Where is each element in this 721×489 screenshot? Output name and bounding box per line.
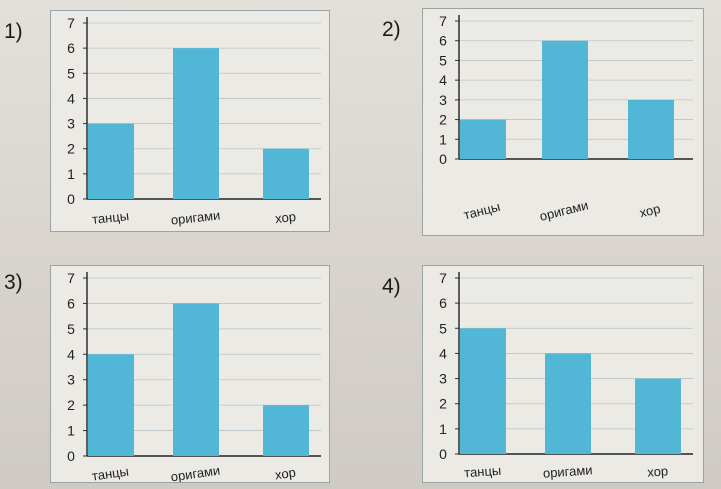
y-tick-label: 6 [67, 40, 75, 56]
y-tick-label: 5 [439, 320, 447, 336]
bar-chart: 0 1 2 3 4 5 6 7 танцы оригами хор [67, 270, 321, 484]
chart-number-label: 4) [382, 275, 401, 298]
y-tick-label: 4 [439, 72, 447, 88]
bar-танцы [460, 119, 506, 159]
category-label: танцы [464, 463, 502, 481]
category-label: хор [638, 201, 662, 221]
y-tick-label: 7 [67, 15, 75, 31]
y-tick-label: 1 [439, 131, 447, 147]
category-label: танцы [462, 199, 502, 223]
y-tick-label: 0 [439, 151, 447, 167]
chart-frame: 0 1 2 3 4 5 6 7 танцы оригами хор [50, 10, 330, 232]
y-tick-label: 1 [67, 423, 75, 439]
y-tick-label: 6 [439, 33, 447, 49]
bar-оригами [545, 353, 591, 454]
category-label: танцы [91, 208, 129, 227]
category-label: оригами [170, 463, 221, 482]
bar-оригами [173, 303, 219, 456]
y-tick-label: 0 [439, 446, 447, 462]
chart-panel-4: 4) 0 1 2 3 4 5 6 7 танцы оригами хор [360, 245, 721, 489]
bar-хор [263, 148, 309, 199]
y-tick-label: 2 [67, 397, 75, 413]
chart-panel-3: 3) 0 1 2 3 4 5 6 7 танцы оригами хор [0, 245, 360, 489]
y-tick-label: 5 [67, 65, 75, 81]
category-label: оригами [538, 197, 590, 224]
chart-frame: 0 1 2 3 4 5 6 7 танцы оригами хор [422, 265, 704, 483]
y-tick-label: 3 [439, 371, 447, 387]
y-tick-label: 2 [67, 141, 75, 157]
y-tick-label: 5 [67, 321, 75, 337]
category-label: хор [274, 465, 297, 482]
chart-panel-1: 1) 0 1 2 3 4 5 6 7 танцы оригами хор [0, 0, 360, 245]
bar-танцы [88, 123, 134, 199]
category-label: хор [274, 209, 296, 226]
bar-chart: 0 1 2 3 4 5 6 7 танцы оригами хор [439, 270, 693, 481]
chart-number-label: 2) [382, 18, 401, 41]
category-label: танцы [91, 464, 130, 482]
y-tick-label: 2 [439, 112, 447, 128]
y-tick-label: 4 [439, 345, 447, 361]
y-tick-label: 4 [67, 346, 75, 362]
y-tick-label: 3 [439, 92, 447, 108]
chart-number-label: 1) [4, 20, 23, 43]
chart-panel-2: 2) 0 1 2 3 4 5 6 7 танцы оригами хор [360, 0, 721, 245]
chart-number-label: 3) [4, 271, 23, 294]
y-tick-label: 6 [67, 295, 75, 311]
category-label: оригами [170, 207, 221, 227]
y-tick-label: 1 [67, 166, 75, 182]
bar-хор [628, 99, 674, 159]
y-tick-label: 3 [67, 116, 75, 132]
chart-frame: 0 1 2 3 4 5 6 7 танцы оригами хор [50, 265, 330, 484]
chart-frame: 0 1 2 3 4 5 6 7 танцы оригами хор [422, 8, 704, 236]
y-tick-label: 3 [67, 372, 75, 388]
bar-танцы [460, 328, 506, 454]
category-label: оригами [542, 462, 593, 480]
y-tick-label: 5 [439, 52, 447, 68]
bar-хор [635, 378, 681, 454]
y-tick-label: 7 [67, 270, 75, 286]
bar-оригами [173, 48, 219, 200]
y-tick-label: 2 [439, 396, 447, 412]
category-label: хор [647, 463, 669, 479]
y-tick-label: 4 [67, 90, 75, 106]
y-tick-label: 0 [67, 191, 75, 207]
y-tick-label: 0 [67, 448, 75, 464]
bar-хор [263, 405, 309, 456]
y-tick-label: 1 [439, 421, 447, 437]
y-tick-label: 7 [439, 13, 447, 29]
bar-chart: 0 1 2 3 4 5 6 7 танцы оригами хор [67, 15, 321, 228]
y-tick-label: 6 [439, 295, 447, 311]
bar-chart: 0 1 2 3 4 5 6 7 танцы оригами хор [439, 13, 693, 224]
bar-танцы [88, 354, 134, 456]
bar-оригами [542, 40, 588, 159]
y-tick-label: 7 [439, 270, 447, 286]
